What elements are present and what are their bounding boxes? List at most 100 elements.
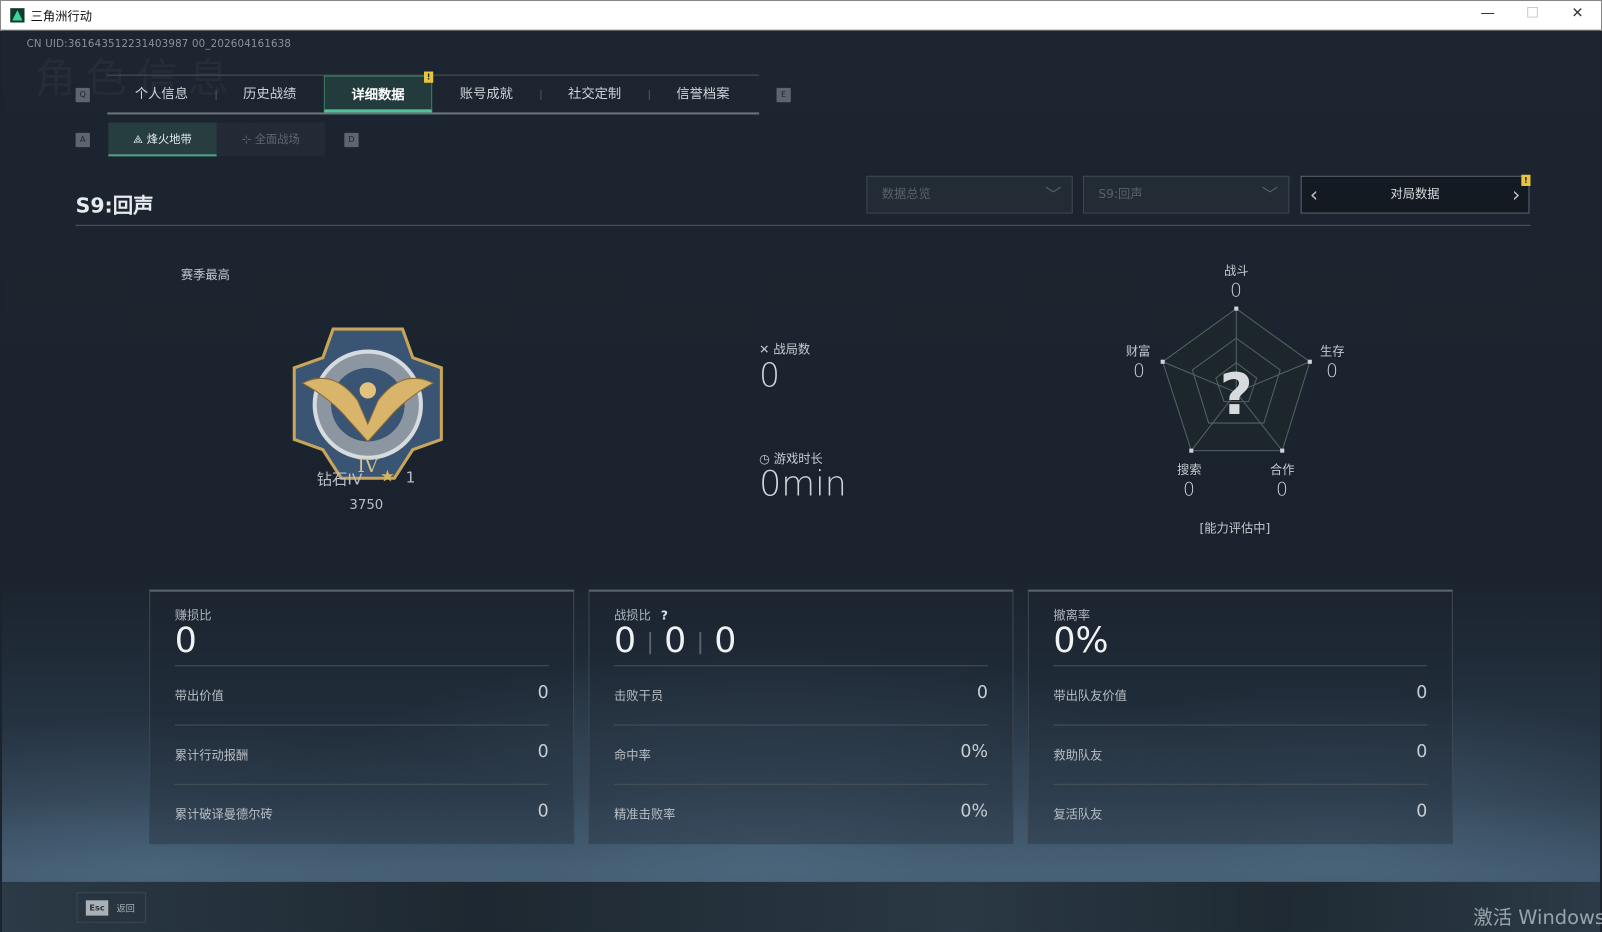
card-value: 0% (1053, 620, 1109, 662)
key-hint-e[interactable]: E (776, 87, 791, 103)
extraction-card: 撤离率 0% 带出队友价值 0 救助队友 0 复活队友 0 (1027, 589, 1453, 845)
main-tabs: 个人信息 历史战绩 详细数据! 账号成就 社交定制 信誉档案 (107, 71, 760, 115)
rank-stars: 1 (405, 468, 416, 487)
playtime-label: ◷ 游戏时长 (759, 450, 823, 467)
minimize-button[interactable]: — (1480, 5, 1495, 22)
watermark-title: 角色信息 (35, 45, 239, 104)
chevron-down-icon: ﹀ (1261, 184, 1279, 205)
stat-label: 带出队友价值 (1053, 688, 1127, 704)
season-title: S9:回声 (75, 193, 154, 218)
radar-value-search: 0 (1183, 479, 1195, 501)
notification-badge: ! (1521, 174, 1531, 186)
radar-value-wealth: 0 (1133, 360, 1145, 383)
stat-value: 0 (1416, 801, 1428, 822)
tab-social[interactable]: 社交定制 (540, 76, 648, 113)
stat-value: 0 (537, 801, 549, 822)
title-text: 战损比 (614, 608, 651, 623)
stat-row: 复活队友 0 (1053, 783, 1428, 843)
star-icon: ★ (380, 465, 395, 486)
matches-value: 0 (759, 355, 780, 395)
stopwatch-icon: ◷ (759, 451, 770, 466)
key-hint-a[interactable]: A (75, 132, 90, 148)
rank-score: 3750 (349, 497, 384, 513)
kd-part: 0 (664, 620, 687, 662)
card-title: 撤离率 (1053, 608, 1091, 623)
tab-achievements[interactable]: 账号成就 (459, 86, 513, 103)
stat-value: 0 (537, 741, 549, 763)
radar-label-wealth: 财富 (1125, 344, 1151, 359)
app-title: 三角洲行动 (30, 8, 92, 23)
stat-row: 击败干员 0 (614, 665, 988, 724)
stat-label: 救助队友 (1053, 748, 1103, 763)
kd-card: 战损比 ? 0 | 0 | 0 击败干员 0 命中率 0% 精准击败率 0% (588, 589, 1014, 845)
data-type-pager: ‹ 对局数据 › ! (1300, 174, 1531, 214)
stat-label: 复活队友 (1053, 807, 1103, 822)
back-button[interactable]: Esc 返回 (76, 892, 147, 923)
ability-radar-chart: ? (1160, 306, 1312, 453)
stat-value: 0% (960, 801, 988, 822)
radar-value-combat: 0 (1230, 280, 1242, 302)
stat-label: 命中率 (614, 748, 651, 763)
card-title: 赚损比 (174, 608, 212, 623)
key-hint-q[interactable]: Q (75, 87, 90, 103)
dropdown-value: S9:回声 (1098, 187, 1143, 202)
stat-label: 累计破译曼德尔砖 (174, 807, 273, 822)
stat-value: 0% (960, 741, 988, 763)
subtab-warfare[interactable]: ⊹ 全面战场 (217, 123, 325, 157)
stat-value: 0 (1416, 682, 1428, 704)
uid-text: CN UID:361643512231403987 00_20260416163… (26, 38, 292, 51)
card-value: 0 | 0 | 0 (614, 620, 737, 662)
stat-value: 0 (1416, 741, 1428, 763)
esc-key-icon: Esc (85, 900, 109, 916)
view-dropdown[interactable]: 数据总览 ﹀ (866, 175, 1073, 214)
radar-label-combat: 战斗 (1223, 263, 1249, 278)
maximize-button[interactable]: ☐ (1526, 5, 1539, 22)
divider (75, 224, 1531, 226)
radar-value-survival: 0 (1326, 360, 1338, 383)
stat-row: 带出价值 0 (174, 665, 549, 724)
bottom-bar: Esc 返回 激活 Windows (2, 881, 1602, 932)
subtab-hazard-zone[interactable]: ⟁ 烽火地带 (108, 122, 217, 157)
key-hint-d[interactable]: D (344, 132, 359, 148)
subtab-label: 全面战场 (254, 132, 300, 147)
svg-text:IV: IV (358, 456, 379, 477)
main-content: 角色信息 CN UID:361643512231403987 00_202604… (2, 30, 1602, 932)
radar-status: [能力评估中] (1199, 521, 1271, 536)
stat-row: 命中率 0% (614, 724, 988, 784)
tab-credit[interactable]: 信誉档案 (648, 76, 757, 113)
help-icon[interactable]: ? (660, 608, 669, 623)
radar-value-teamwork: 0 (1276, 479, 1288, 501)
close-button[interactable]: ✕ (1571, 5, 1584, 22)
season-best-label: 赛季最高 (180, 267, 230, 283)
crossed-swords-icon: ✕ (759, 342, 770, 357)
rank-medal-icon: IV (292, 327, 443, 480)
chevron-left-icon[interactable]: ‹ (1309, 181, 1318, 207)
stat-row: 带出队友价值 0 (1053, 665, 1428, 724)
kd-part: 0 (714, 620, 737, 662)
card-value: 0 (174, 620, 197, 662)
label-text: 游戏时长 (773, 451, 823, 466)
season-dropdown[interactable]: S9:回声 ﹀ (1083, 175, 1290, 214)
radar-center-mark: ? (1220, 362, 1253, 428)
rank-name: 钻石IV (316, 470, 363, 489)
tab-history[interactable]: 历史战绩 (215, 76, 324, 113)
subtab-label: 烽火地带 (146, 132, 192, 147)
tab-detailed-data[interactable]: 详细数据! (323, 71, 434, 113)
tab-personal-info[interactable]: 个人信息 (134, 86, 188, 103)
stat-row: 精准击败率 0% (614, 783, 988, 843)
kd-part: 0 (614, 620, 637, 662)
stat-value: 0 (976, 682, 988, 704)
radar-label-survival: 生存 (1320, 344, 1345, 359)
profit-card: 赚损比 0 带出价值 0 累计行动报酬 0 累计破译曼德尔砖 0 (149, 589, 575, 845)
radar-label-search: 搜索 (1176, 462, 1202, 478)
radar-label-teamwork: 合作 (1269, 462, 1295, 478)
stat-label: 精准击败率 (614, 807, 676, 822)
stat-row: 救助队友 0 (1053, 724, 1428, 784)
stat-row: 累计行动报酬 0 (174, 724, 549, 784)
activate-windows-watermark: 激活 Windows (1473, 906, 1602, 929)
chevron-right-icon[interactable]: › (1512, 181, 1521, 207)
tab-label: 详细数据 (351, 87, 405, 104)
pager-label: 对局数据 (1390, 187, 1440, 202)
matches-label: ✕ 战局数 (759, 340, 810, 357)
back-label: 返回 (116, 904, 135, 915)
